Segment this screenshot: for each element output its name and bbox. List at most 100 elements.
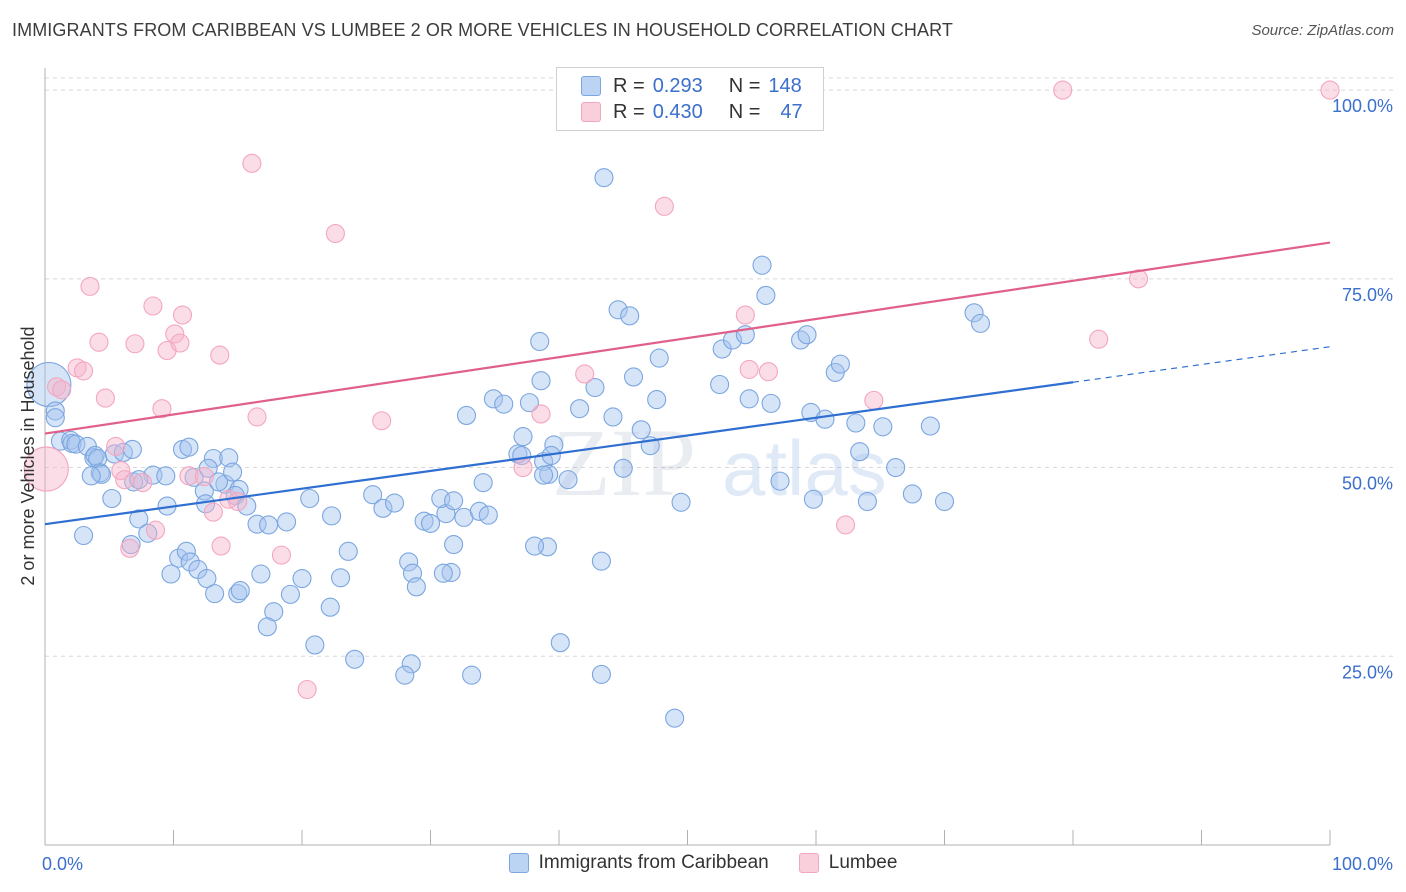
caribbean-point: [444, 491, 464, 511]
caribbean-point: [197, 568, 217, 589]
caribbean-point: [815, 409, 835, 429]
lumbee-point: [739, 359, 759, 379]
x-tick-label-start: 0.0%: [42, 854, 83, 874]
lumbee-point: [247, 407, 267, 427]
caribbean-point: [102, 488, 122, 509]
lumbee-point: [47, 377, 67, 397]
caribbean-point: [620, 306, 640, 326]
caribbean-point: [613, 458, 633, 478]
caribbean-point: [320, 597, 340, 617]
caribbean-point: [846, 413, 866, 433]
caribbean-point: [902, 484, 922, 504]
caribbean-point: [539, 464, 559, 484]
caribbean-point: [322, 506, 342, 526]
lumbee-point: [513, 457, 533, 478]
lumbee-point: [95, 388, 115, 408]
lumbee-swatch: [798, 853, 819, 873]
series-legend: Immigrants from Caribbean Lumbee: [0, 852, 1406, 874]
caribbean-point: [873, 417, 893, 437]
caribbean-point: [456, 405, 477, 426]
caribbean-point: [129, 509, 149, 529]
lumbee-point: [23, 446, 69, 492]
lumbee-point: [735, 305, 755, 325]
caribbean-point: [74, 525, 94, 546]
caribbean-point: [830, 354, 850, 374]
lumbee-point: [836, 515, 856, 535]
caribbean-point: [444, 534, 464, 555]
caribbean-point: [85, 445, 105, 466]
caribbean-point: [91, 464, 112, 484]
legend-label-caribbean: Immigrants from Caribbean: [538, 852, 769, 873]
lumbee-point: [1128, 269, 1149, 289]
lumbee-point: [125, 334, 145, 354]
caribbean-point: [433, 563, 453, 583]
x-tick-label-end: 100.0%: [1332, 854, 1393, 874]
caribbean-point: [161, 564, 181, 584]
caribbean-point: [594, 168, 614, 188]
legend-item-caribbean[interactable]: Immigrants from Caribbean: [508, 852, 769, 874]
caribbean-point: [591, 551, 611, 571]
caribbean-point: [671, 492, 691, 512]
caribbean-point: [483, 389, 504, 409]
caribbean-point: [406, 577, 426, 597]
caribbean-point: [791, 330, 811, 350]
caribbean-point: [330, 568, 351, 588]
n-value: 148: [768, 74, 802, 97]
watermark-zip: ZIP: [552, 409, 696, 516]
lumbee-point: [654, 196, 674, 216]
caribbean-point: [525, 536, 545, 556]
y-tick-label: 25.0%: [1342, 662, 1393, 682]
caribbean-point: [770, 471, 790, 491]
caribbean-point: [230, 581, 250, 601]
caribbean-point: [259, 515, 279, 535]
n-label: N =: [728, 100, 761, 123]
caribbean-point: [81, 466, 101, 486]
caribbean-point: [623, 367, 644, 387]
caribbean-point: [399, 552, 419, 572]
caribbean-point: [649, 348, 669, 368]
caribbean-point: [631, 420, 651, 440]
caribbean-point: [752, 255, 772, 275]
lumbee-point: [203, 502, 223, 522]
caribbean-point: [558, 470, 578, 490]
caribbean-point: [45, 408, 65, 428]
lumbee-point: [297, 679, 317, 700]
caribbean-point: [122, 439, 142, 459]
caribbean-point: [934, 491, 955, 512]
lumbee-point: [115, 470, 135, 490]
data-points: [23, 80, 1340, 728]
caribbean-point: [203, 448, 223, 469]
trend-lines: [44, 241, 1331, 526]
caribbean-point: [180, 552, 200, 572]
caribbean-point: [138, 523, 158, 543]
caribbean-point: [920, 416, 940, 436]
lumbee-trend-line: [44, 241, 1331, 435]
lumbee-point: [242, 153, 262, 173]
caribbean-point: [277, 512, 297, 532]
caribbean-point: [710, 374, 730, 395]
lumbee-point: [106, 436, 126, 456]
correlation-legend: R = 0.293 N = 148 R = 0.430 N = 47: [556, 67, 824, 131]
caribbean-point: [395, 665, 415, 685]
caribbean-point: [531, 371, 551, 391]
caribbean-point: [761, 393, 781, 413]
caribbean-point: [300, 488, 320, 509]
lumbee-point: [864, 390, 884, 410]
y-tick-label: 100.0%: [1332, 96, 1393, 116]
y-tick-label: 75.0%: [1342, 285, 1393, 305]
caribbean-point: [494, 394, 514, 414]
r-label: R =: [613, 74, 645, 97]
r-value: 0.293: [652, 74, 703, 97]
caribbean-point: [257, 617, 277, 637]
caribbean-point: [223, 462, 243, 482]
caribbean-point: [251, 564, 271, 584]
caribbean-point: [219, 448, 239, 468]
caribbean-point: [803, 489, 823, 509]
legend-item-lumbee[interactable]: Lumbee: [798, 852, 897, 874]
caribbean-point: [530, 331, 550, 352]
caribbean-point: [473, 473, 493, 493]
caribbean-point: [608, 300, 628, 320]
caribbean-point: [550, 633, 570, 653]
caribbean-point: [857, 491, 877, 512]
y-tick-label: 50.0%: [1342, 474, 1393, 494]
